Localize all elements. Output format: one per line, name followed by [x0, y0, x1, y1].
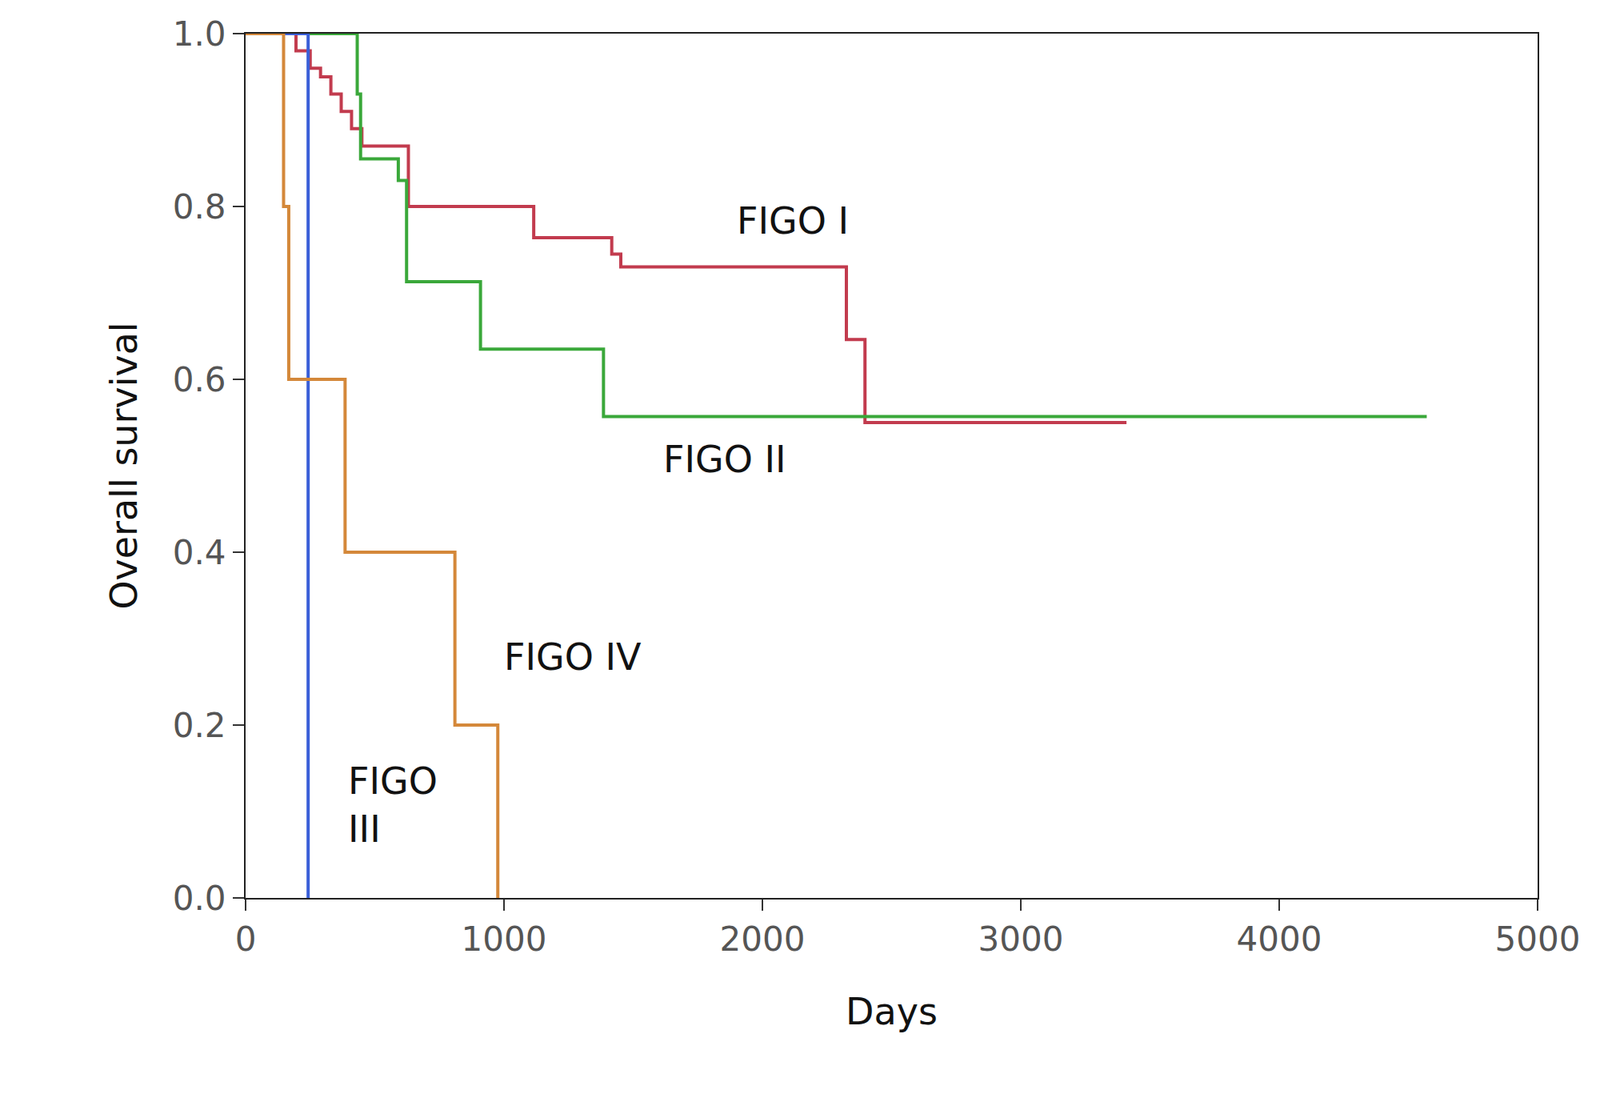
svg-text:0.8: 0.8 [172, 187, 227, 227]
svg-text:0.2: 0.2 [172, 705, 227, 745]
svg-text:0.4: 0.4 [172, 532, 227, 572]
svg-text:1.0: 1.0 [172, 14, 227, 54]
svg-text:Overall survival: Overall survival [102, 321, 146, 609]
svg-text:FIGO IV: FIGO IV [504, 635, 642, 679]
svg-text:2000: 2000 [720, 919, 806, 959]
svg-text:FIGO I: FIGO I [736, 199, 849, 243]
svg-text:FIGO II: FIGO II [663, 437, 787, 481]
svg-text:4000: 4000 [1236, 919, 1323, 959]
svg-text:0.0: 0.0 [172, 878, 227, 918]
svg-text:FIGOIII: FIGOIII [348, 759, 438, 851]
svg-text:0.6: 0.6 [172, 360, 227, 400]
svg-text:1000: 1000 [461, 919, 548, 959]
svg-text:5000: 5000 [1495, 919, 1581, 959]
svg-text:Days: Days [845, 989, 938, 1033]
svg-text:3000: 3000 [978, 919, 1064, 959]
svg-text:0: 0 [235, 919, 257, 959]
